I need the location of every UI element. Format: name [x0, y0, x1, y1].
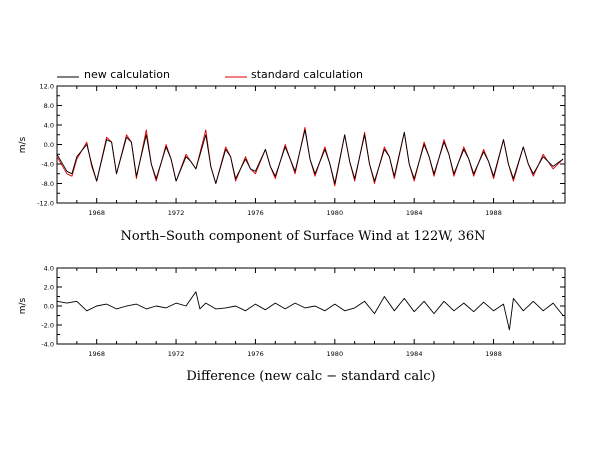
- bottom-y-axis: -4.0 -2.0 0.0 2.0 4.0: [41, 265, 565, 349]
- y-tick-label: 8.0: [44, 102, 54, 110]
- series-line-new: [56, 291, 564, 331]
- x-tick-label: 1984: [406, 209, 423, 217]
- bottom-y-axis-label: m/s: [18, 297, 28, 314]
- x-tick-label: 1988: [485, 350, 502, 358]
- y-tick-label: -4.0: [41, 161, 54, 169]
- x-tick-label: 1976: [247, 209, 264, 217]
- legend: new calculation standard calculation: [57, 68, 363, 81]
- x-tick-label: 1988: [485, 209, 502, 217]
- bottom-plot-frame: [56, 267, 566, 345]
- x-tick-label: 1976: [247, 350, 264, 358]
- bottom-series: [56, 291, 564, 331]
- bottom-chart-title: Difference (new calc − standard calc): [186, 369, 435, 384]
- bottom-x-axis: 1968 1972 1976 1980 1984 1988: [56, 268, 554, 358]
- x-tick-label: 1972: [168, 209, 185, 217]
- x-tick-label: 1980: [327, 350, 344, 358]
- bottom-panel: -4.0-2.00.02.04.0 1968 1972 1976 1980 1984 19…: [18, 265, 566, 384]
- y-tick-label: -4.0: [41, 341, 54, 349]
- y-tick-label: 4.0: [44, 265, 54, 273]
- top-x-axis: 1968 1972 1976 1980 1984 1988: [56, 86, 554, 217]
- top-chart-title: North–South component of Surface Wind at…: [121, 229, 486, 244]
- y-tick-label: 0.0: [44, 303, 54, 311]
- x-tick-label: 1968: [88, 209, 105, 217]
- y-tick-label: 0.0: [44, 141, 54, 149]
- x-tick-label: 1980: [327, 209, 344, 217]
- series-line-new: [56, 129, 564, 184]
- top-y-axis-label: m/s: [18, 136, 28, 153]
- top-y-axis: -12.0 -8.0 -4.0 0.0 4.0 8.0 12.0: [37, 83, 565, 208]
- top-series: [56, 126, 564, 187]
- legend-label-new: new calculation: [84, 68, 170, 81]
- y-tick-label: 12.0: [40, 83, 54, 91]
- y-tick-label: -12.0: [37, 200, 54, 208]
- y-tick-label: -8.0: [41, 180, 54, 188]
- legend-label-standard: standard calculation: [251, 68, 363, 81]
- y-tick-label: -2.0: [41, 322, 54, 330]
- top-panel: -12.0-8.0-4.00.04.08.012.0 1968 1972 1976 1…: [18, 83, 566, 244]
- x-tick-label: 1984: [406, 350, 423, 358]
- x-tick-label: 1972: [168, 350, 185, 358]
- y-tick-label: 4.0: [44, 122, 54, 130]
- x-tick-label: 1968: [88, 350, 105, 358]
- y-tick-label: 2.0: [44, 284, 54, 292]
- top-plot-frame: [56, 85, 566, 204]
